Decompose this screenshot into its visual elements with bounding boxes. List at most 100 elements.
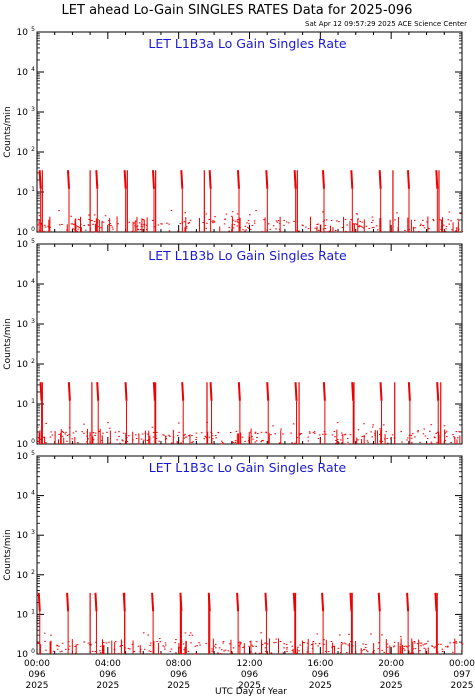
burst-mark: [265, 170, 269, 189]
y-tick-exponent: 5: [31, 238, 35, 245]
x-tick-label: 2025: [451, 681, 474, 691]
panel-l1b3b: LET L1B3b Lo Gain Singles Rate Counts/min…: [3, 238, 463, 450]
x-tick-label: 096: [383, 670, 400, 680]
burst-mark: [208, 170, 212, 189]
y-tick-exponent: 2: [31, 146, 35, 153]
burst-mark: [151, 170, 155, 189]
burst-mark: [94, 592, 98, 612]
figure-title: LET ahead Lo-Gain SINGLES RATES Data for…: [62, 3, 413, 18]
burst-mark: [237, 382, 241, 401]
burst-mark: [349, 592, 353, 612]
burst-mark: [209, 382, 213, 401]
burst-mark: [407, 382, 411, 401]
y-axis-title: Counts/min: [3, 318, 13, 369]
x-tick-label: 096: [241, 670, 258, 680]
burst-mark: [66, 592, 70, 612]
plot-frame: [36, 243, 463, 445]
burst-mark: [39, 382, 43, 401]
y-tick-label: 10: [17, 240, 29, 250]
panel-title: LET L1B3b Lo Gain Singles Rate: [148, 248, 347, 263]
x-tick-label: 2025: [238, 681, 261, 691]
burst-mark: [436, 382, 440, 401]
burst-mark: [124, 382, 128, 401]
burst-mark: [236, 170, 240, 189]
rate-series: [37, 592, 464, 655]
x-axis-title: UTC Day of Year: [215, 687, 287, 697]
y-tick-label: 10: [17, 571, 29, 581]
burst-mark: [264, 592, 268, 612]
x-tick-label: 096: [170, 670, 187, 680]
y-tick-exponent: 5: [31, 450, 35, 457]
y-tick-exponent: 3: [31, 106, 35, 113]
burst-mark: [95, 170, 99, 189]
y-tick-label: 10: [17, 531, 29, 541]
burst-mark: [292, 592, 296, 612]
x-tick-label: 00:00: [449, 659, 475, 669]
y-axis-title: Counts/min: [3, 106, 13, 157]
burst-mark: [378, 170, 382, 189]
burst-mark: [67, 382, 71, 401]
burst-mark: [38, 170, 42, 189]
y-tick-exponent: 4: [31, 490, 35, 497]
rate-series: [37, 170, 463, 233]
y-tick-label: 10: [17, 610, 29, 620]
burst-mark: [96, 382, 100, 401]
y-tick-label: 10: [17, 148, 29, 158]
x-tick-label: 2025: [26, 681, 49, 691]
panel-l1b3c: LET L1B3c Lo Gain Singles Rate Counts/min…: [3, 450, 464, 660]
y-tick-exponent: 1: [31, 186, 35, 193]
y-axis-title: Counts/min: [3, 529, 13, 580]
y-tick-label: 10: [17, 650, 29, 660]
y-tick-exponent: 3: [31, 318, 35, 325]
x-tick-label: 2025: [380, 681, 403, 691]
burst-mark: [123, 170, 127, 189]
x-tick-label: 096: [99, 670, 116, 680]
y-tick-label: 10: [17, 400, 29, 410]
x-tick-label: 2025: [167, 681, 190, 691]
burst-mark: [321, 170, 325, 189]
x-tick-label: 096: [312, 670, 329, 680]
y-tick-exponent: 0: [31, 438, 35, 445]
x-tick-label: 097: [453, 670, 470, 680]
y-tick-label: 10: [17, 320, 29, 330]
burst-mark: [379, 382, 383, 401]
y-tick-label: 10: [17, 188, 29, 198]
y-tick-exponent: 0: [31, 226, 35, 233]
x-tick-label: 2025: [96, 681, 119, 691]
burst-mark: [66, 170, 70, 189]
y-tick-label: 10: [17, 280, 29, 290]
panel-title: LET L1B3a Lo Gain Singles Rate: [148, 36, 347, 51]
y-tick-label: 10: [17, 228, 29, 238]
y-tick-exponent: 5: [31, 26, 35, 33]
burst-mark: [406, 592, 410, 612]
panel-title: LET L1B3c Lo Gain Singles Rate: [149, 460, 347, 475]
y-tick-label: 10: [17, 492, 29, 502]
plot-frame: [36, 31, 463, 233]
burst-mark: [180, 170, 184, 189]
burst-mark: [321, 592, 325, 612]
generation-timestamp: Sat Apr 12 09:57:29 2025 ACE Science Cen…: [305, 20, 467, 28]
burst-mark: [434, 592, 438, 612]
x-tick-label: 08:00: [166, 659, 192, 669]
y-tick-exponent: 2: [31, 358, 35, 365]
x-tick-label: 20:00: [378, 659, 404, 669]
burst-mark: [151, 592, 155, 612]
x-tick-label: 00:00: [24, 659, 50, 669]
y-tick-label: 10: [17, 452, 29, 462]
panel-l1b3a: LET L1B3a Lo Gain Singles Rate Counts/min…: [3, 26, 463, 238]
burst-mark: [152, 382, 156, 401]
y-tick-label: 10: [17, 68, 29, 78]
burst-mark: [406, 170, 410, 189]
y-tick-exponent: 1: [31, 398, 35, 405]
y-tick-exponent: 1: [31, 608, 35, 615]
plot-frame: [36, 455, 463, 655]
x-tick-label: 16:00: [307, 659, 333, 669]
x-tick-label: 2025: [309, 681, 332, 691]
burst-mark: [266, 382, 270, 401]
y-tick-exponent: 4: [31, 66, 35, 73]
burst-mark: [351, 382, 355, 401]
y-tick-label: 10: [17, 108, 29, 118]
y-tick-label: 10: [17, 28, 29, 38]
y-tick-exponent: 2: [31, 569, 35, 576]
